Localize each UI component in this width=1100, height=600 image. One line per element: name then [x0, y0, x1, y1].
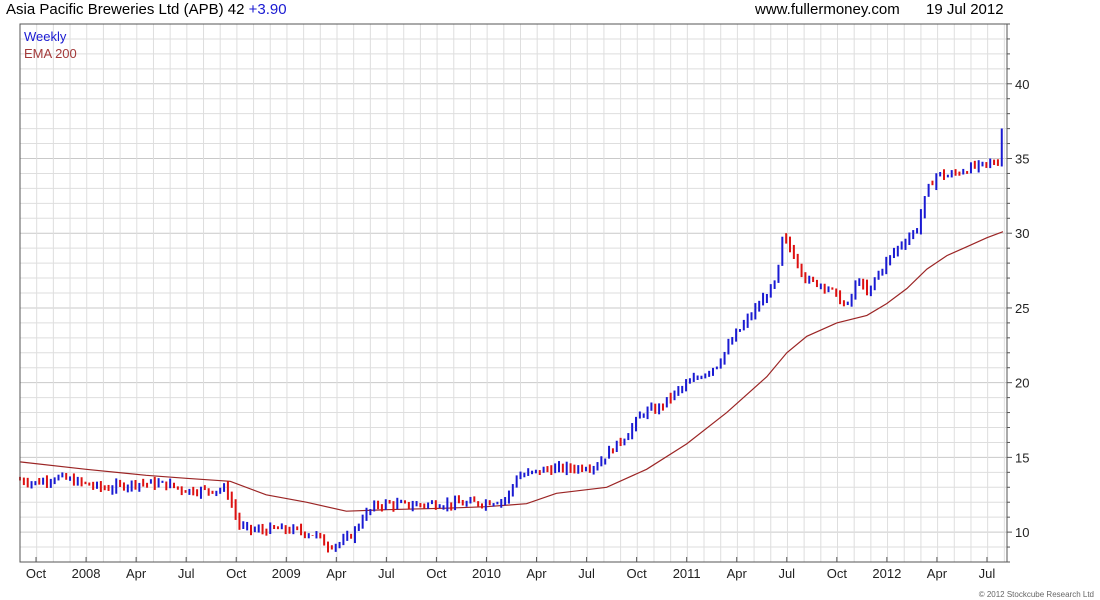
ema-series — [19, 231, 1004, 512]
y-tick-label: 35 — [1015, 152, 1029, 167]
x-tick-label: Jul — [578, 566, 595, 581]
x-tick-label: 2008 — [72, 566, 101, 581]
legend-ema: EMA 200 — [24, 46, 77, 61]
x-tick-label: 2009 — [272, 566, 301, 581]
chart-title: Asia Pacific Breweries Ltd (APB) 42 +3.9… — [6, 0, 287, 22]
x-axis: Oct 2008 Apr Jul Oct 2009 Apr Jul Oct 2010 Apr Jul O… — [26, 557, 995, 581]
x-tick-label: Oct — [627, 566, 648, 581]
x-tick-label: Oct — [26, 566, 47, 581]
x-tick-label: Apr — [326, 566, 347, 581]
x-tick-label: Oct — [226, 566, 247, 581]
date-label: 19 Jul 2012 — [926, 1, 1004, 18]
y-tick-label: 20 — [1015, 376, 1029, 391]
website-label: www.fullermoney.com — [755, 1, 900, 18]
copyright-note: © 2012 Stockcube Research Ltd — [978, 590, 1094, 599]
x-tick-label: Oct — [426, 566, 447, 581]
x-tick-label: Oct — [827, 566, 848, 581]
y-axis: 10 15 20 25 30 35 40 — [1007, 23, 1029, 563]
x-tick-label: 2010 — [472, 566, 501, 581]
x-tick-label: Jul — [778, 566, 795, 581]
x-tick-label: Apr — [927, 566, 948, 581]
ema-200-line — [19, 231, 1004, 512]
y-tick-label: 40 — [1015, 77, 1029, 92]
y-tick-label: 30 — [1015, 226, 1029, 241]
x-tick-label: Jul — [378, 566, 395, 581]
y-tick-label: 25 — [1015, 301, 1029, 316]
x-tick-label: Apr — [727, 566, 748, 581]
x-tick-label: 2011 — [673, 566, 701, 581]
legend-weekly: Weekly — [24, 29, 67, 44]
x-tick-label: 2012 — [872, 566, 901, 581]
price-change: +3.90 — [248, 1, 287, 18]
grid-lines — [19, 23, 1007, 563]
title-text: Asia Pacific Breweries Ltd (APB) 42 — [6, 1, 245, 18]
x-tick-label: Apr — [126, 566, 147, 581]
x-tick-label: Apr — [526, 566, 547, 581]
y-tick-label: 10 — [1015, 525, 1029, 540]
x-tick-label: Jul — [178, 566, 195, 581]
x-tick-label: Jul — [979, 566, 996, 581]
y-tick-label: 15 — [1015, 450, 1029, 465]
weekly-price-bars — [19, 128, 1003, 553]
